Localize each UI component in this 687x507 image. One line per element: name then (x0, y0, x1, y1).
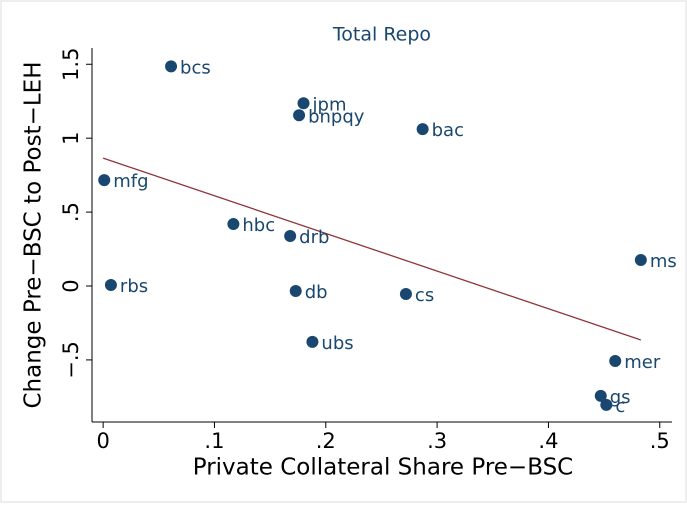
point-label: drb (299, 227, 329, 248)
point-label: ubs (321, 333, 353, 354)
point (297, 97, 310, 110)
point-label: c (615, 396, 625, 417)
point-label: mer (624, 352, 661, 373)
x-axis-title: Private Collateral Share Pre−BSC (193, 455, 573, 481)
point-label: mfg (113, 171, 148, 192)
y-tick-label: .5 (59, 202, 83, 222)
x-tick-label: .3 (427, 429, 447, 453)
point (284, 230, 297, 243)
point-label: hbc (242, 215, 275, 236)
point-label: bcs (180, 57, 211, 78)
x-tick-label: .2 (316, 429, 336, 453)
y-tick-label: 1 (59, 131, 83, 144)
point (600, 398, 613, 411)
point-label: db (305, 282, 328, 303)
point (416, 123, 429, 136)
point-label: gs (610, 387, 631, 408)
x-tick-label: 0 (96, 429, 109, 453)
y-tick-label: 1.5 (59, 48, 83, 81)
point (165, 60, 178, 73)
point-label: ms (650, 251, 677, 272)
fit-line (102, 157, 642, 341)
point (98, 174, 111, 187)
point (609, 354, 622, 367)
point (306, 335, 319, 348)
point-label: cs (415, 285, 434, 306)
point (227, 218, 240, 231)
x-tick-label: .4 (538, 429, 558, 453)
point-label: bnpqy (308, 106, 365, 127)
point-label: jpm (312, 94, 347, 115)
y-tick-label: 0 (59, 279, 83, 292)
point (594, 389, 607, 402)
x-tick-label: .1 (204, 429, 224, 453)
point-label: bac (432, 120, 464, 141)
point (289, 285, 302, 298)
point (104, 278, 117, 291)
y-tick-label: −.5 (59, 341, 83, 379)
point-label: rbs (120, 276, 148, 297)
x-tick-label: .5 (650, 429, 670, 453)
point (634, 253, 647, 266)
chart-title: Total Repo (332, 24, 431, 46)
point (399, 287, 412, 300)
point (293, 109, 306, 122)
y-axis-title: Change Pre−BSC to Post−LEH (21, 62, 47, 409)
